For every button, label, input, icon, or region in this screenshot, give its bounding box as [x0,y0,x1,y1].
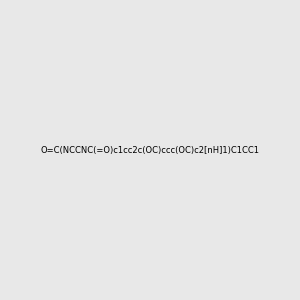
Text: O=C(NCCNC(=O)c1cc2c(OC)ccc(OC)c2[nH]1)C1CC1: O=C(NCCNC(=O)c1cc2c(OC)ccc(OC)c2[nH]1)C1… [40,146,260,154]
